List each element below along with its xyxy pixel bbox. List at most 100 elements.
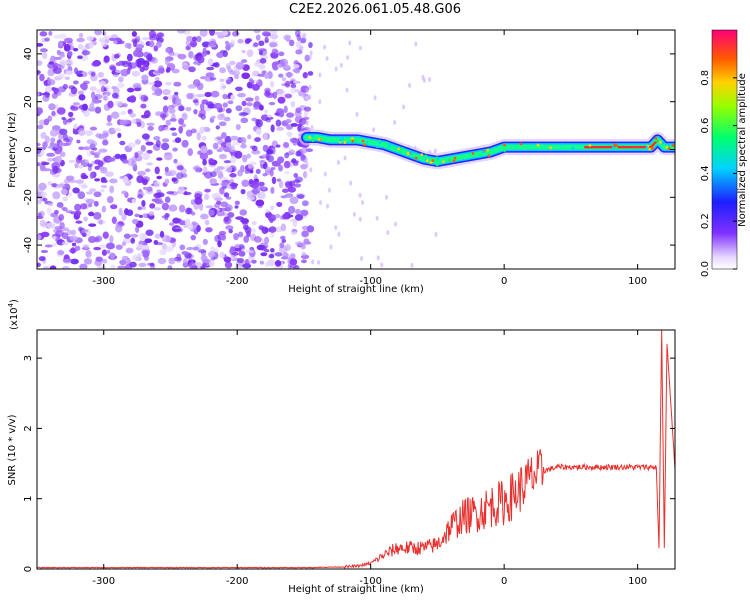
heatmap-cell: [205, 149, 213, 155]
heatmap-cell: [57, 73, 65, 80]
heatmap-cell: [288, 39, 295, 47]
heatmap-cell: [101, 130, 109, 138]
heatmap-cell: [293, 80, 300, 84]
signal-speck: [486, 148, 490, 152]
heatmap-cell: [41, 161, 50, 166]
heatmap-cell: [147, 81, 156, 86]
heatmap-cell: [266, 114, 272, 118]
spectrogram-x-axis-label: Height of straight line (km): [288, 284, 424, 295]
heatmap-cell: [65, 175, 75, 181]
heatmap-cell: [275, 119, 282, 127]
heatmap-cell: [252, 187, 258, 196]
heatmap-cell: [194, 196, 203, 205]
heatmap-cell: [318, 99, 322, 105]
heatmap-cell: [240, 117, 249, 124]
heatmap-cell: [283, 34, 292, 41]
heatmap-cell: [402, 104, 406, 110]
signal-speck: [614, 143, 618, 147]
spectrogram-x-tick-label: 0: [501, 276, 507, 287]
heatmap-cell: [282, 141, 290, 148]
heatmap-cell: [212, 142, 219, 150]
heatmap-cell: [136, 122, 142, 127]
heatmap-cell: [303, 110, 309, 118]
heatmap-cell: [242, 154, 248, 163]
heatmap-cell: [77, 191, 86, 200]
heatmap-cell: [131, 31, 137, 37]
heatmap-cell: [98, 80, 106, 87]
heatmap-cell: [146, 186, 153, 192]
heatmap-cell: [95, 256, 103, 262]
heatmap-cell: [134, 152, 139, 159]
heatmap-cell: [230, 39, 236, 45]
heatmap-cell: [235, 105, 243, 112]
heatmap-cell: [105, 91, 112, 96]
heatmap-cell: [284, 93, 293, 99]
heatmap-cell: [132, 218, 139, 225]
signal-speck: [667, 147, 671, 150]
heatmap-cell: [239, 209, 248, 216]
snr-x-tick-label: -100: [359, 576, 382, 587]
heatmap-cell: [204, 188, 211, 193]
heatmap-cell: [121, 255, 129, 261]
heatmap-cell: [106, 122, 113, 126]
heatmap-cell: [102, 139, 109, 146]
signal-speck: [519, 142, 523, 146]
spectrogram-y-axis-label: Frequency (Hz): [7, 112, 18, 188]
heatmap-cell: [293, 60, 299, 66]
heatmap-cell: [76, 139, 81, 144]
heatmap-cell: [300, 153, 305, 162]
heatmap-cell: [171, 177, 177, 182]
heatmap-cell: [168, 257, 176, 265]
heatmap-cell: [301, 200, 309, 207]
heatmap-cell: [54, 155, 62, 164]
heatmap-cell: [163, 96, 169, 101]
heatmap-cell: [268, 253, 275, 259]
heatmap-cell: [115, 100, 124, 107]
signal-speck: [343, 141, 347, 144]
heatmap-cell: [209, 76, 217, 81]
heatmap-cell: [167, 169, 177, 177]
heatmap-cell: [225, 142, 232, 148]
heatmap-cell: [192, 99, 199, 104]
signal-speck: [449, 158, 452, 162]
heatmap-cell: [386, 230, 390, 236]
heatmap-cell: [265, 92, 275, 99]
heatmap-cell: [106, 114, 112, 123]
heatmap-cell: [216, 136, 223, 141]
spectrogram-y-tick-label: 0: [23, 146, 34, 152]
signal-speck: [478, 153, 482, 157]
heatmap-cell: [218, 121, 227, 127]
heatmap-cell: [161, 202, 170, 211]
heatmap-cell: [74, 210, 82, 216]
heatmap-cell: [162, 105, 169, 113]
snr-x-tick-label: 0: [501, 576, 507, 587]
heatmap-cell: [155, 139, 161, 148]
heatmap-cell: [169, 127, 177, 131]
heatmap-cell: [44, 244, 53, 248]
heatmap-cell: [196, 82, 204, 91]
heatmap-cell: [264, 73, 269, 80]
heatmap-cell: [255, 128, 262, 135]
signal-speck: [388, 144, 391, 148]
heatmap-cell: [264, 227, 271, 233]
spectrogram-y-tick-label: 40: [23, 48, 34, 61]
heatmap-cell: [37, 70, 42, 74]
heatmap-cell: [249, 169, 254, 174]
heatmap-cell: [224, 204, 233, 212]
heatmap-cell: [98, 244, 107, 249]
heatmap-cell: [222, 102, 228, 108]
heatmap-cell: [43, 118, 50, 126]
heatmap-cell: [94, 165, 101, 170]
heatmap-cell: [139, 232, 144, 241]
heatmap-cell: [250, 180, 259, 189]
heatmap-cell: [241, 72, 251, 80]
heatmap-cell: [268, 101, 276, 106]
heatmap-cell: [119, 140, 126, 146]
heatmap-cell: [154, 233, 162, 239]
heatmap-cell: [288, 205, 296, 214]
heatmap-cell: [54, 104, 59, 110]
heatmap-cell: [142, 152, 150, 161]
heatmap-cell: [393, 120, 397, 126]
heatmap-cell: [172, 228, 182, 232]
heatmap-cell: [59, 141, 65, 148]
